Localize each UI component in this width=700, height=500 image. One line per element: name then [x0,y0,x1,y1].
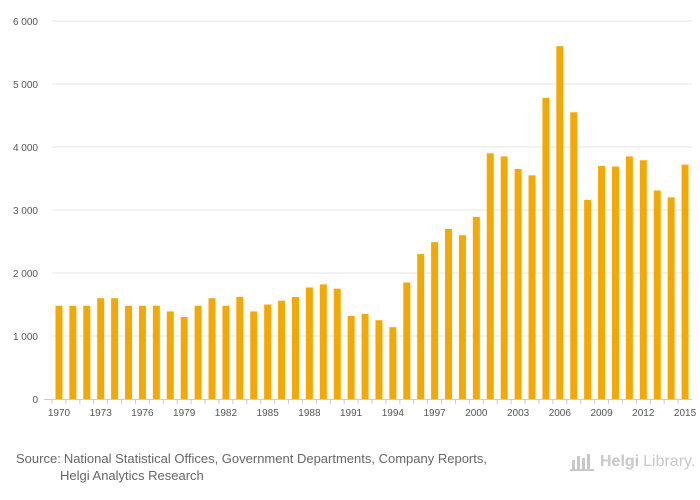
gridlines [52,20,692,337]
y-tick-label: 4 000 [13,143,38,154]
bar-2011 [625,156,633,399]
helgi-library-logo: Helgi Library. [568,452,695,472]
bar-1973 [97,298,105,399]
x-tick-label: 1973 [90,408,113,419]
bar-1987 [292,296,299,399]
bar-1993 [375,320,383,399]
bar-2003 [514,169,522,399]
x-tick-label: 2012 [632,408,655,419]
library-building-icon [570,454,594,471]
bar-1979 [180,317,188,399]
bar-1983 [236,296,244,399]
x-tick-label: 1997 [423,408,446,419]
bar-1989 [319,284,327,399]
bar-1970 [55,305,63,399]
bar-1980 [194,305,202,399]
bar-1998 [445,228,452,399]
bar-2007 [570,112,578,399]
logo-text-light: Library. [643,453,696,470]
x-tick-label: 1970 [48,408,71,419]
bar-2005 [542,97,550,400]
bar-2010 [612,166,619,399]
y-tick-label: 3 000 [13,206,38,217]
bar-2000 [472,216,480,399]
y-tick-label: 2 000 [13,269,38,280]
bar-2015 [681,164,689,399]
bar-2004 [528,175,536,399]
bar-1972 [83,305,91,399]
source-prefix: Source: [16,451,61,466]
bar-1995 [403,282,411,399]
bar-1985 [264,304,272,399]
x-tick-label: 2009 [590,408,613,419]
x-tick-label: 1979 [173,408,196,419]
bar-1992 [361,313,369,399]
x-tick-label: 2006 [549,408,572,419]
bar-1997 [431,242,439,399]
bar-1974 [111,298,119,399]
source-text-line-1: National Statistical Offices, Government… [63,451,487,466]
bar-2002 [500,156,508,399]
bar-1991 [347,315,355,399]
bar-1988 [305,287,313,399]
x-tick-label: 1988 [298,408,321,419]
bar-1981 [208,298,216,399]
bar-1977 [152,305,160,399]
bar-1984 [250,311,258,399]
x-tick-label: 1985 [257,408,280,419]
y-tick-label: 1 000 [13,332,38,343]
y-tick-label: 0 [32,395,38,406]
bar-1978 [166,311,174,399]
source-text-line-2: Helgi Analytics Research [60,468,204,483]
bar-1971 [69,305,77,399]
x-tick-label: 1976 [131,408,154,419]
bar-1982 [222,305,230,399]
x-tick-label: 2000 [465,408,488,419]
bar-2008 [584,199,592,399]
y-axis-ticks: 0 1 000 2 000 3 000 4 000 5 000 6 000 [13,17,38,406]
bar-1994 [389,327,397,399]
bar-1999 [458,235,466,399]
bar-1975 [125,305,132,399]
bar-1990 [333,288,341,399]
x-tick-label: 1991 [340,408,363,419]
bar-2012 [639,160,647,399]
bar-2001 [486,153,494,399]
logo-text-bold: Helgi [600,453,640,470]
x-tick-label: 2003 [507,408,530,419]
x-tick-label: 1994 [382,408,405,419]
bar-1976 [138,305,146,399]
bar-2009 [598,165,606,399]
source-note: Source: National Statistical Offices, Gov… [16,450,487,484]
y-tick-label: 5 000 [13,80,38,91]
bar-1996 [417,254,425,399]
bar-2006 [556,46,564,399]
bar-1986 [278,300,286,399]
x-axis-ticks: 1970 1973 1976 1979 1982 1985 1988 1991 1994 1997… [48,399,697,419]
bars [55,46,689,400]
bar-2014 [667,197,675,399]
x-tick-label: 1982 [215,408,238,419]
y-tick-label: 6 000 [13,17,38,28]
x-tick-label: 2015 [674,408,697,419]
bar-2013 [653,190,661,399]
